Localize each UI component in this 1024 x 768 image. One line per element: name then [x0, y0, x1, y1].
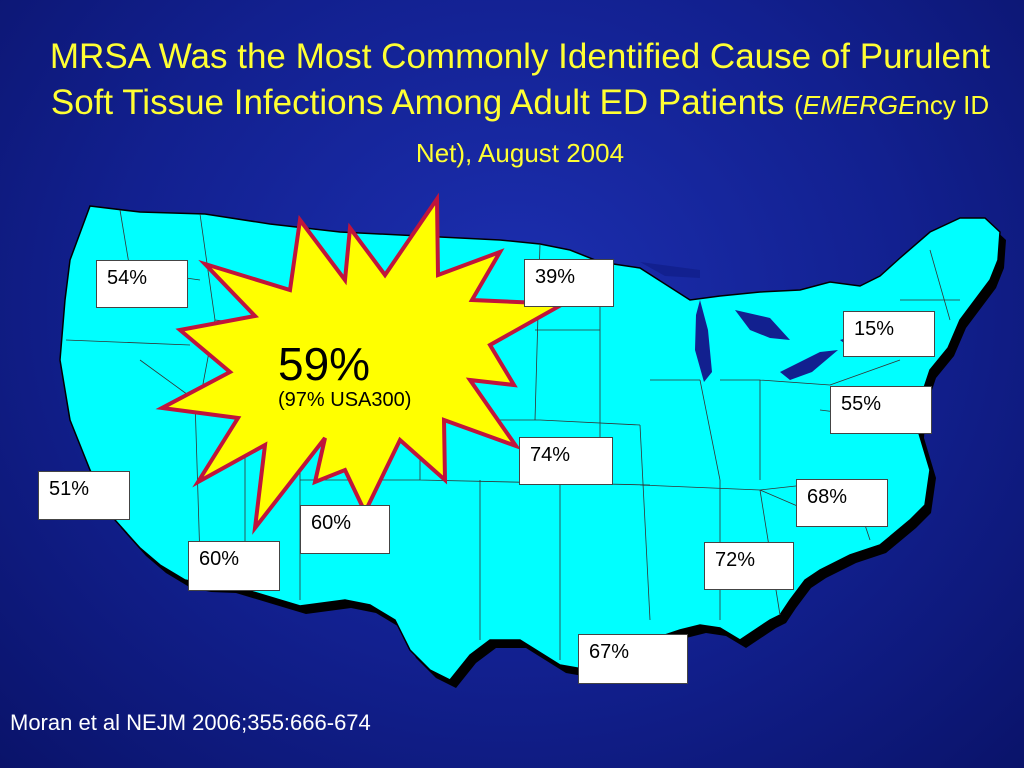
site-label-7: 51% [38, 471, 130, 520]
burst-value: 59% [278, 338, 371, 390]
site-label-2: 39% [524, 259, 614, 307]
title-paren-open: ( [794, 90, 803, 120]
site-label-4: 55% [830, 386, 932, 434]
site-label-10: 72% [704, 542, 794, 590]
title-italic: EMERGE [802, 90, 916, 120]
title-rest: ncy ID Net), August 2004 [415, 90, 990, 168]
site-label-9: 60% [188, 541, 280, 591]
site-label-1: 54% [96, 260, 188, 308]
citation: Moran et al NEJM 2006;355:666-674 [10, 710, 371, 735]
title-main: MRSA Was the Most Commonly Identified Ca… [49, 37, 991, 122]
burst-subtext: (97% USA300) [278, 389, 412, 411]
burst-label: 59% (97% USA300) [278, 340, 411, 412]
site-label-11: 67% [578, 634, 688, 684]
site-label-3: 15% [843, 311, 935, 357]
starburst [155, 192, 571, 535]
site-label-5: 74% [519, 437, 613, 485]
great-lakes [640, 262, 880, 382]
site-label-8: 60% [300, 505, 390, 554]
site-label-6: 68% [796, 479, 888, 527]
slide-title: MRSA Was the Most Commonly Identified Ca… [40, 34, 1000, 176]
